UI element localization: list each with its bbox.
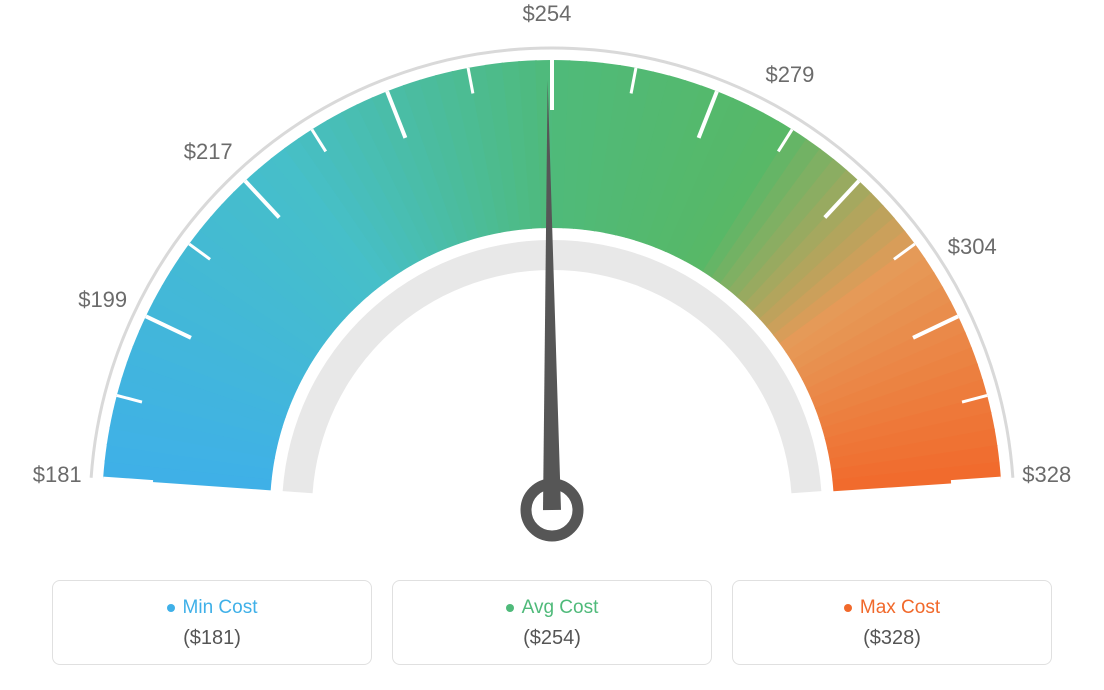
legend-value: ($328) [743, 627, 1041, 650]
dot-icon [844, 604, 852, 612]
gauge-tick-label: $199 [78, 287, 127, 313]
legend-label: Min Cost [183, 597, 258, 619]
gauge-tick-label: $254 [522, 1, 571, 27]
gauge-container: $181 $199 $217 $254 $279 $304 $328 [0, 0, 1104, 560]
legend-title-avg: Avg Cost [506, 597, 599, 619]
dot-icon [506, 604, 514, 612]
legend-label: Max Cost [860, 597, 940, 619]
legend-label: Avg Cost [522, 597, 599, 619]
legend-value: ($181) [63, 627, 361, 650]
gauge-svg [0, 0, 1104, 560]
legend-box-avg: Avg Cost ($254) [392, 580, 712, 665]
legend-box-min: Min Cost ($181) [52, 580, 372, 665]
gauge-tick-label: $217 [184, 139, 233, 165]
legend-box-max: Max Cost ($328) [732, 580, 1052, 665]
dot-icon [167, 604, 175, 612]
gauge-tick-label: $328 [1022, 462, 1071, 488]
legend-row: Min Cost ($181) Avg Cost ($254) Max Cost… [0, 580, 1104, 665]
legend-title-max: Max Cost [844, 597, 940, 619]
gauge-tick-label: $279 [765, 62, 814, 88]
gauge-tick-label: $181 [33, 462, 82, 488]
legend-value: ($254) [403, 627, 701, 650]
legend-title-min: Min Cost [167, 597, 258, 619]
gauge-tick-label: $304 [948, 234, 997, 260]
